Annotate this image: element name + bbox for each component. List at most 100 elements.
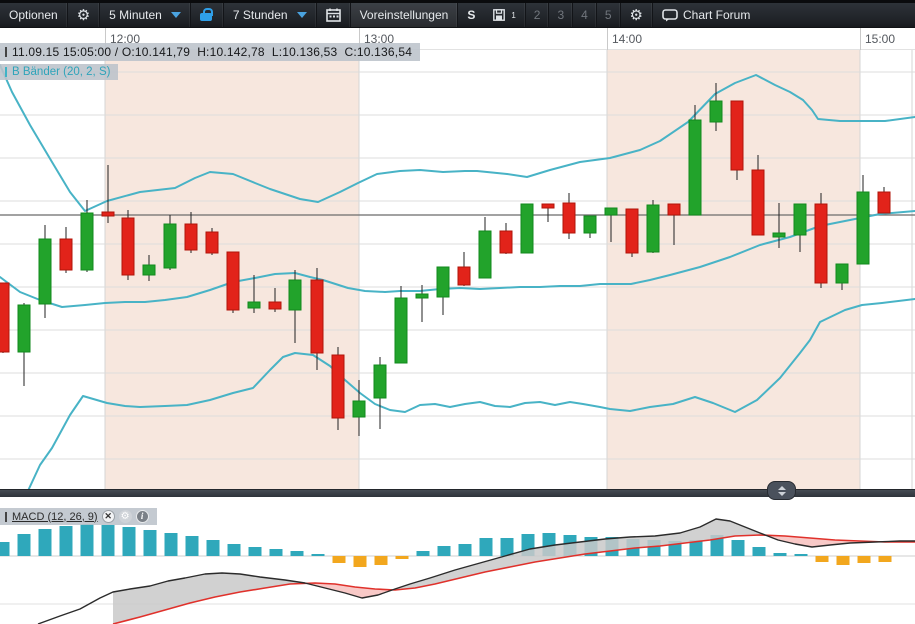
candle-body xyxy=(142,264,156,276)
interval-label: 5 Minuten xyxy=(109,8,162,22)
macd-histogram-bar xyxy=(752,547,766,556)
candle xyxy=(17,303,31,386)
candle-body xyxy=(17,304,31,353)
candle xyxy=(793,203,807,252)
macd-histogram-bar xyxy=(710,535,724,556)
chart-settings-button[interactable]: ⚙ xyxy=(621,0,653,27)
candle-body xyxy=(520,203,534,254)
candle-body xyxy=(604,207,618,216)
panel-divider xyxy=(0,489,915,497)
candle-body xyxy=(352,400,366,418)
macd-histogram-bar xyxy=(479,538,493,556)
save-slot-4-button[interactable]: 4 xyxy=(573,0,597,27)
candle-body xyxy=(415,293,429,299)
time-tick xyxy=(359,28,360,50)
chart-forum-button[interactable]: Chart Forum xyxy=(653,0,759,27)
candle-body xyxy=(457,266,471,286)
candle-body xyxy=(667,203,681,216)
lock-button[interactable] xyxy=(191,0,224,27)
macd-histogram-bar xyxy=(332,556,346,563)
save-slot-2-button[interactable]: 2 xyxy=(526,0,550,27)
macd-label[interactable]: MACD (12, 26, 9) xyxy=(12,510,98,523)
candle xyxy=(184,212,198,253)
time-tick xyxy=(860,28,861,50)
macd-histogram-bar xyxy=(458,544,472,556)
candle xyxy=(667,203,681,245)
macd-histogram-bar xyxy=(143,530,157,556)
macd-histogram-bar xyxy=(311,554,325,556)
candle-body xyxy=(856,191,870,265)
range-dropdown[interactable]: 7 Stunden xyxy=(224,0,317,27)
macd-histogram-bar xyxy=(857,556,871,563)
candle xyxy=(268,288,282,312)
candle-body xyxy=(331,354,345,419)
candle xyxy=(121,210,135,280)
candle xyxy=(688,105,702,216)
macd-histogram-bar xyxy=(80,524,94,556)
candle xyxy=(226,251,240,313)
presets-button[interactable]: Voreinstellungen xyxy=(350,0,459,27)
save-template-button[interactable]: S xyxy=(458,0,484,27)
macd-histogram-bar xyxy=(17,534,31,556)
candle-body xyxy=(0,282,10,353)
candle-body xyxy=(562,202,576,234)
calendar-icon xyxy=(325,8,341,22)
macd-histogram-bar xyxy=(416,551,430,556)
macd-histogram-bar xyxy=(794,554,808,556)
candle xyxy=(310,268,324,370)
save-slot-3-button[interactable]: 3 xyxy=(549,0,574,27)
range-label: 7 Stunden xyxy=(232,8,288,22)
panel-resize-handle[interactable] xyxy=(767,481,796,500)
save-slot-1-button[interactable]: 1 xyxy=(484,0,526,27)
info-icon[interactable]: i xyxy=(135,510,149,523)
series-tick-icon xyxy=(5,67,7,77)
lock-icon xyxy=(199,8,214,22)
bollinger-legend[interactable]: B Bänder (20, 2, S) xyxy=(0,64,119,80)
candle-body xyxy=(268,301,282,310)
ohlc-info-bar: 11.09.15 15:05:00 / O:10.141,79 H:10.142… xyxy=(0,43,421,61)
candle-body xyxy=(226,251,240,311)
chart-forum-label: Chart Forum xyxy=(682,8,751,22)
time-label: 12:00 xyxy=(110,32,141,46)
candle-body xyxy=(121,217,135,276)
candle xyxy=(646,200,660,253)
macd-fill-above xyxy=(113,573,307,624)
time-tick xyxy=(607,28,608,50)
candle-body xyxy=(772,232,786,238)
macd-histogram-bar xyxy=(353,556,367,567)
candle xyxy=(499,223,513,254)
bollinger-upper-band xyxy=(0,64,915,212)
macd-histogram-bar xyxy=(38,529,52,556)
candle-body xyxy=(80,212,94,271)
close-icon[interactable]: ✕ xyxy=(101,510,115,523)
candle xyxy=(562,193,576,239)
candle-body xyxy=(38,238,52,305)
macd-legend: MACD (12, 26, 9) ✕ ⚙ i xyxy=(0,508,157,525)
macd-histogram-bar xyxy=(122,527,136,556)
macd-panel[interactable] xyxy=(0,497,915,624)
macd-histogram-bar xyxy=(227,544,241,556)
candle xyxy=(101,165,115,223)
calendar-button[interactable] xyxy=(317,0,351,27)
candle xyxy=(877,187,891,214)
macd-histogram-bar xyxy=(500,538,514,556)
candle-body xyxy=(101,211,115,217)
options-button[interactable]: Optionen xyxy=(0,0,68,27)
candle-body xyxy=(205,231,219,254)
candle-body xyxy=(583,215,597,234)
candlestick-chart[interactable] xyxy=(0,50,915,489)
candle-body xyxy=(59,238,73,271)
candle-body xyxy=(877,191,891,214)
interval-dropdown[interactable]: 5 Minuten xyxy=(100,0,191,27)
candle-body xyxy=(751,169,765,236)
save-slot-5-button[interactable]: 5 xyxy=(597,0,621,27)
candle xyxy=(352,380,366,436)
candle xyxy=(709,83,723,131)
gear-icon[interactable]: ⚙ xyxy=(118,510,132,523)
candle-body xyxy=(835,263,849,284)
settings-button[interactable]: ⚙ xyxy=(68,0,101,27)
candle-body xyxy=(436,266,450,298)
candle-body xyxy=(478,230,492,279)
